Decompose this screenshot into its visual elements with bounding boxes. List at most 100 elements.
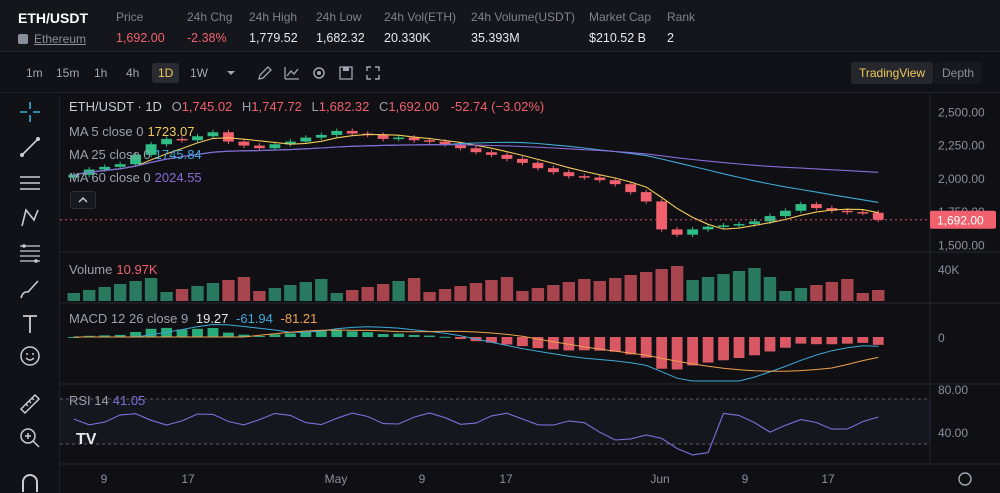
collapse-legend-button[interactable]: [70, 191, 96, 209]
volume-value: 10.97K: [116, 262, 158, 277]
candle-body: [501, 154, 513, 159]
volume-label: Volume: [69, 262, 113, 277]
time-tick-label: 9: [742, 472, 749, 486]
zoom-in-icon[interactable]: [18, 426, 42, 450]
volume-bar: [175, 289, 189, 301]
pencil-icon[interactable]: [256, 64, 274, 82]
volume-bar: [732, 271, 746, 301]
timeframe-1h[interactable]: 1h: [94, 66, 108, 80]
candle-body: [826, 208, 838, 211]
volume-bar: [253, 291, 266, 301]
candle-body: [547, 168, 559, 173]
candle-body: [408, 137, 420, 141]
magnet-icon[interactable]: [18, 470, 42, 493]
legend-title: ETH/USDT · 1D: [69, 99, 162, 114]
ma5-legend: MA 5 close 0 1723.07: [69, 124, 194, 139]
chart-canvas[interactable]: 2,500.002,250.002,000.001,750.001,500.00…: [60, 94, 1000, 493]
macd-legend: MACD 12 26 close 9 19.27 -61.94 -81.21: [69, 311, 317, 326]
timeframe-15m[interactable]: 15m: [56, 66, 80, 80]
legend-open-label: O: [171, 99, 182, 114]
macd-histogram-bar: [594, 337, 606, 351]
candle-body: [625, 184, 637, 193]
trendline-icon[interactable]: [18, 135, 42, 159]
volume-bar: [655, 269, 668, 301]
asset-name-link[interactable]: Ethereum: [34, 32, 87, 46]
volume-bar: [485, 280, 498, 301]
timeframe-1w[interactable]: 1W: [190, 66, 208, 80]
depth-button[interactable]: Depth: [934, 62, 983, 84]
volume-bar: [160, 292, 173, 301]
candle-body: [377, 134, 389, 139]
macd-histogram-bar: [764, 337, 776, 352]
price-tick-label: 2,500.00: [938, 105, 985, 119]
macd-histogram-bar: [408, 334, 420, 337]
macd-histogram-bar: [718, 337, 729, 361]
macd-value-1: 19.27: [195, 311, 229, 326]
candle-body: [269, 144, 281, 149]
fullscreen-icon[interactable]: [364, 64, 382, 82]
macd-histogram-bar: [130, 331, 142, 337]
candle-body: [223, 132, 234, 142]
macd-histogram-bar: [609, 337, 621, 352]
legend-change: -52.74 (−3.02%): [450, 99, 545, 114]
macd-histogram-bar: [114, 334, 126, 337]
ruler-icon[interactable]: [18, 392, 42, 416]
save-icon[interactable]: [337, 64, 355, 82]
macd-histogram-bar: [563, 337, 575, 351]
price-chart[interactable]: 2,500.002,250.002,000.001,750.001,500.00…: [60, 94, 1000, 493]
stat-value: 20.330K: [384, 31, 431, 45]
macd-histogram-bar: [176, 329, 188, 337]
timeframe-4h[interactable]: 4h: [126, 66, 140, 80]
ma60-line: [73, 144, 879, 176]
volume-bar: [841, 279, 854, 301]
volume-bar: [237, 277, 251, 301]
macd-histogram-bar: [331, 329, 343, 337]
candle-body: [671, 229, 683, 235]
candle-body: [563, 172, 575, 177]
emoji-icon[interactable]: [18, 344, 42, 368]
candle-body: [841, 210, 853, 213]
stat-label: 24h High: [249, 10, 298, 24]
rsi-line: [73, 412, 879, 456]
macd-histogram-bar: [687, 337, 699, 366]
fibonacci-icon[interactable]: [18, 241, 42, 265]
stat-label: 24h Vol(ETH): [384, 10, 457, 24]
macd-histogram-bar: [547, 337, 559, 350]
macd-histogram-bar: [501, 337, 513, 345]
macd-histogram-bar: [223, 332, 234, 337]
text-icon[interactable]: [18, 312, 42, 336]
macd-histogram-bar: [795, 337, 807, 344]
candle-body: [176, 138, 188, 141]
price-tick-label: 2,250.00: [938, 139, 985, 153]
ma25-legend: MA 25 close 0 1745.84: [69, 147, 202, 162]
macd-histogram-bar: [733, 337, 745, 359]
ma60-value: 2024.55: [154, 170, 202, 185]
chart-settings-icon[interactable]: [958, 472, 972, 486]
stat-label: 24h Chg: [187, 10, 233, 24]
timeframe-1m[interactable]: 1m: [26, 66, 43, 80]
candle-body: [439, 141, 451, 145]
volume-bar: [609, 278, 622, 301]
candle-body: [733, 224, 745, 226]
rsi-label: RSI 14: [69, 393, 109, 408]
timeframe-1d[interactable]: 1D: [152, 63, 180, 83]
pattern-icon[interactable]: [18, 206, 42, 230]
macd-histogram-bar: [656, 337, 668, 369]
volume-bar: [547, 285, 560, 301]
tradingview-button[interactable]: TradingView: [851, 62, 934, 84]
crosshair-icon[interactable]: [18, 100, 42, 124]
candle-body: [300, 137, 312, 142]
brush-icon[interactable]: [18, 277, 42, 301]
volume-bar: [469, 283, 483, 301]
rsi-band-fill: [60, 399, 930, 444]
ma5-value: 1723.07: [147, 124, 195, 139]
chevron-down-icon[interactable]: [222, 64, 240, 82]
macd-line: [73, 323, 879, 382]
indicator-icon[interactable]: [283, 64, 301, 82]
time-tick-label: Jun: [650, 472, 669, 486]
pair-info[interactable]: ETH/USDT Ethereum: [18, 10, 88, 46]
horizontal-lines-icon[interactable]: [18, 171, 42, 195]
gear-icon[interactable]: [310, 64, 328, 82]
pair-symbol[interactable]: ETH/USDT: [18, 10, 88, 26]
macd-histogram-bar: [455, 337, 466, 340]
